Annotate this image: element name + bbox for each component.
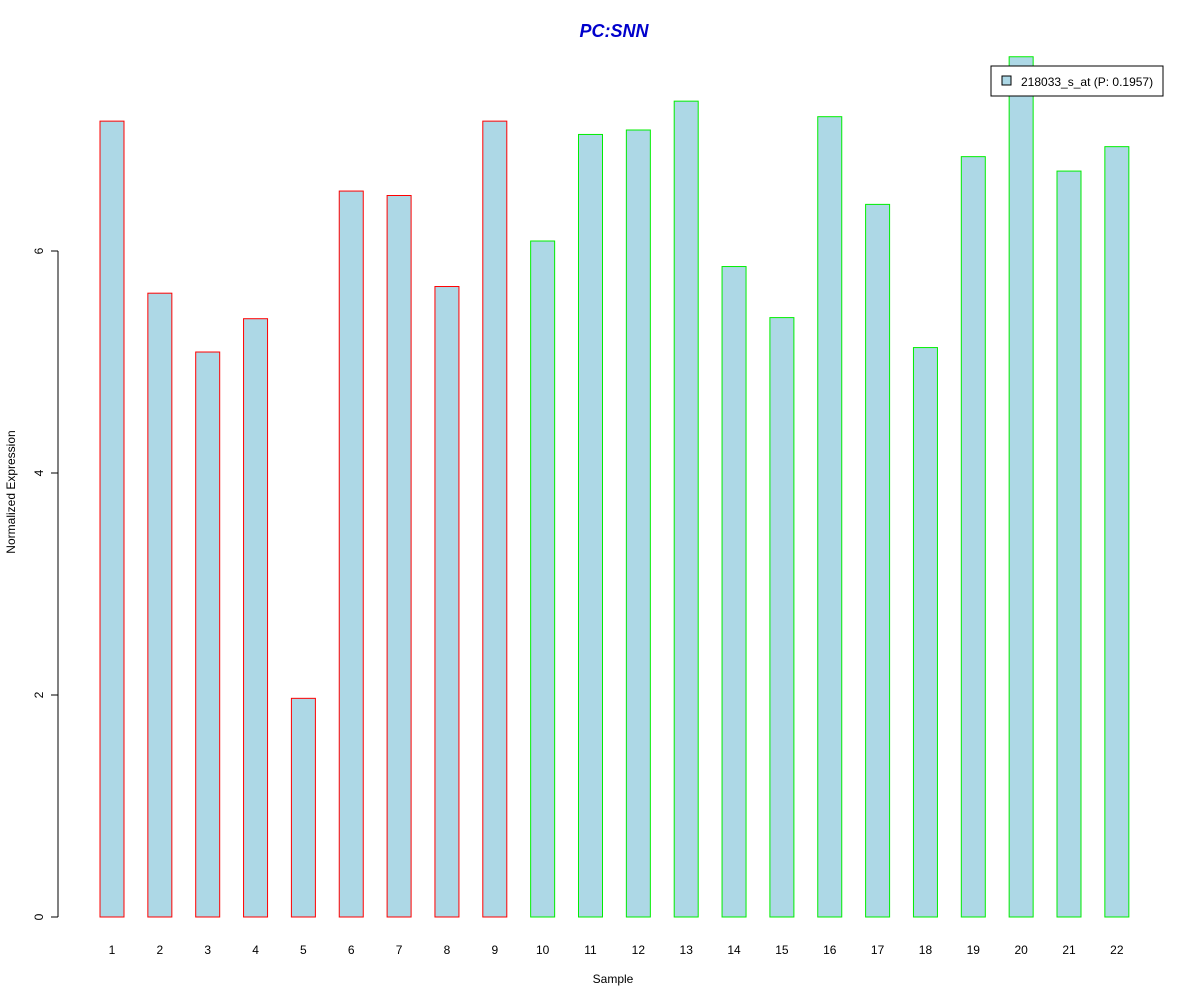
x-axis-label: Sample <box>593 972 634 986</box>
x-tick-label: 2 <box>157 943 164 957</box>
x-tick-label: 21 <box>1062 943 1076 957</box>
legend: 218033_s_at (P: 0.1957) <box>990 65 1164 97</box>
bar-sample-19 <box>960 156 986 918</box>
bar-sample-18 <box>912 347 938 918</box>
bar-sample-2 <box>147 292 173 918</box>
bar-sample-13 <box>673 100 699 918</box>
bar-sample-20 <box>1008 56 1034 918</box>
x-tick-label: 13 <box>680 943 694 957</box>
legend-swatch <box>1001 75 1012 86</box>
bar-sample-8 <box>434 286 460 918</box>
y-axis: 0 2 4 6 <box>32 247 59 920</box>
bar-sample-12 <box>625 129 651 918</box>
bar-sample-7 <box>386 195 412 918</box>
y-tick-label: 0 <box>32 913 46 920</box>
x-tick-label: 22 <box>1110 943 1124 957</box>
bar-sample-22 <box>1104 146 1130 918</box>
x-tick-label: 4 <box>252 943 259 957</box>
bar-sample-17 <box>865 203 891 918</box>
legend-box <box>990 65 1164 97</box>
bar-sample-1 <box>99 120 125 918</box>
legend-label: 218033_s_at (P: 0.1957) <box>1021 75 1153 89</box>
x-tick-label: 16 <box>823 943 837 957</box>
x-tick-label: 10 <box>536 943 550 957</box>
bar-sample-4 <box>243 318 269 918</box>
x-tick-label: 8 <box>444 943 451 957</box>
bar-sample-6 <box>338 190 364 918</box>
y-tick-label: 4 <box>32 469 46 476</box>
chart-title: PC:SNN <box>579 21 649 41</box>
x-tick-label: 15 <box>775 943 789 957</box>
x-tick-label: 20 <box>1014 943 1028 957</box>
x-tick-label: 5 <box>300 943 307 957</box>
y-tick-label: 2 <box>32 691 46 698</box>
x-tick-label: 18 <box>919 943 933 957</box>
x-tick-label: 19 <box>967 943 981 957</box>
x-tick-label: 3 <box>204 943 211 957</box>
bar-sample-14 <box>721 266 747 918</box>
x-tick-label: 14 <box>727 943 741 957</box>
bars <box>99 56 1130 918</box>
x-tick-label: 12 <box>632 943 646 957</box>
x-tick-label: 7 <box>396 943 403 957</box>
bar-sample-11 <box>578 133 603 918</box>
bar-sample-9 <box>482 120 508 918</box>
y-axis-label: Normalized Expression <box>4 430 18 553</box>
x-tick-label: 1 <box>109 943 116 957</box>
bar-sample-5 <box>290 697 316 918</box>
y-tick-label: 6 <box>32 247 46 254</box>
bar-sample-16 <box>817 116 843 918</box>
x-tick-label: 6 <box>348 943 355 957</box>
x-tick-label: 11 <box>584 943 597 957</box>
bar-sample-3 <box>195 351 221 918</box>
x-tick-label: 17 <box>871 943 885 957</box>
bar-sample-15 <box>769 317 795 918</box>
x-tick-label: 9 <box>491 943 498 957</box>
x-tick-labels: 1 2 3 4 5 6 7 8 9 10 11 12 13 14 15 16 17 18 19 20 21 22 <box>109 943 1124 957</box>
bar-sample-10 <box>530 240 556 918</box>
bar-sample-21 <box>1056 170 1082 918</box>
